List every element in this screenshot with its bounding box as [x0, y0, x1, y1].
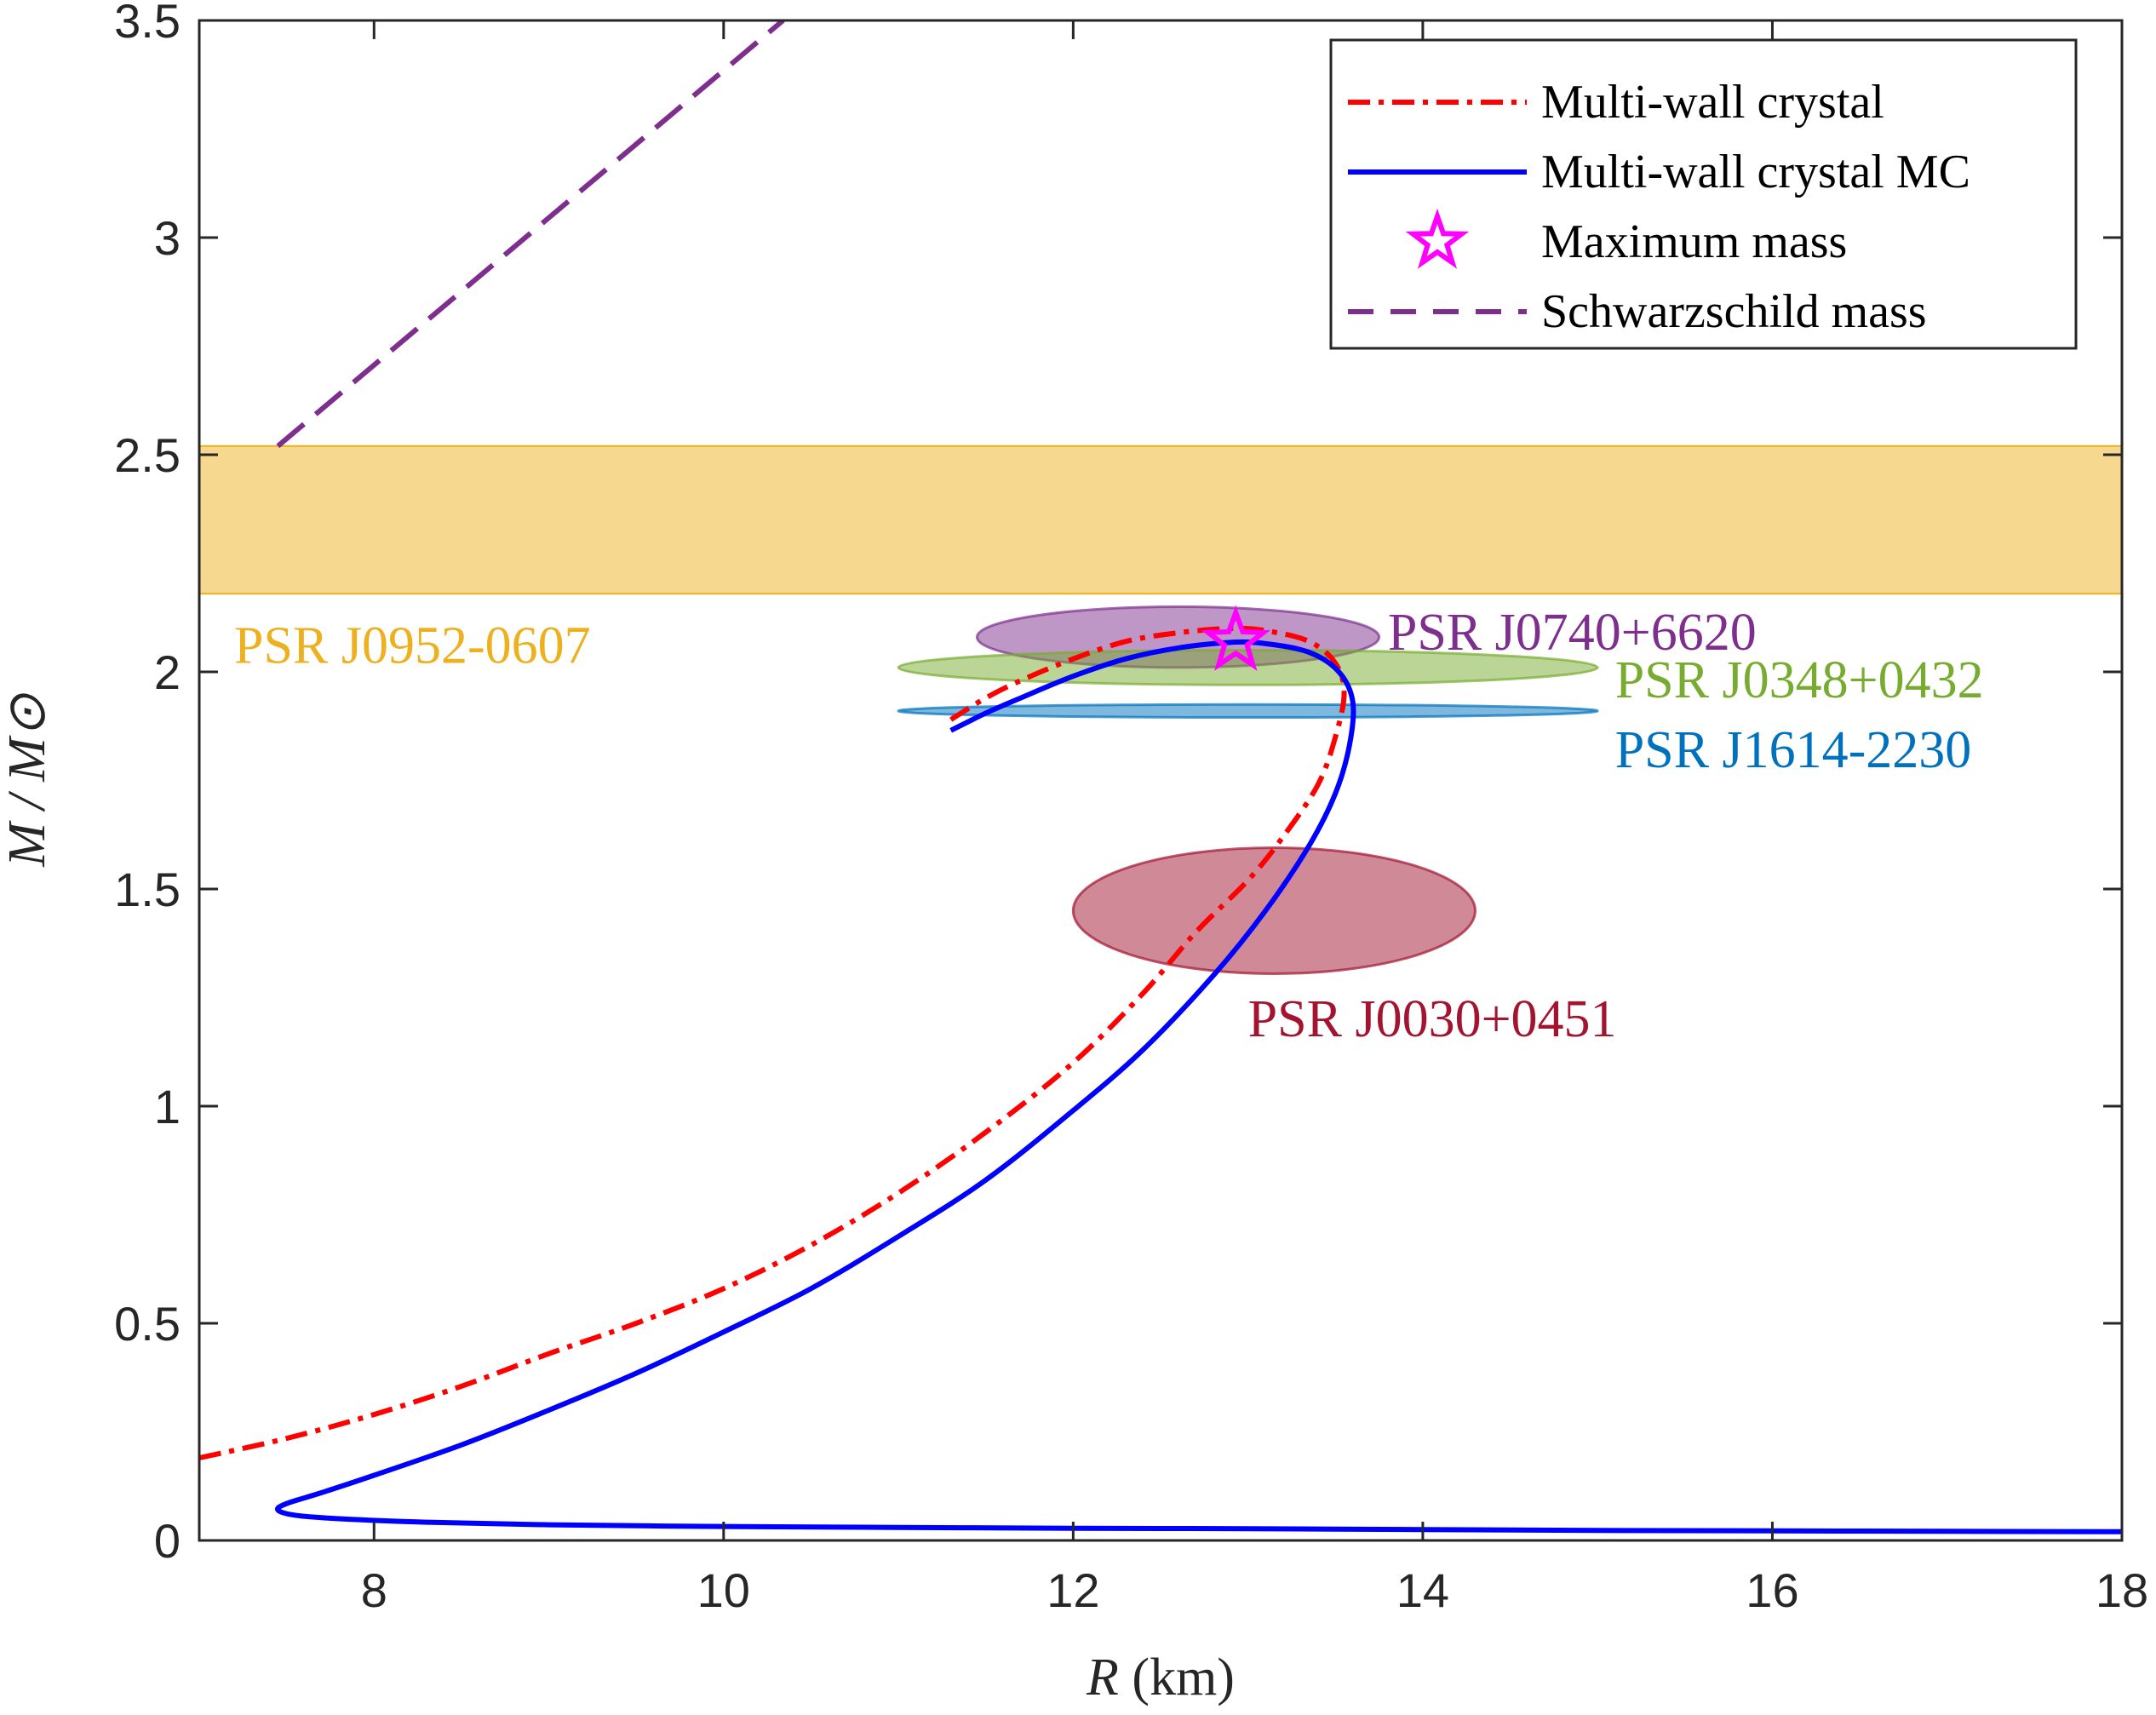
y-tick-label: 3.5	[114, 0, 181, 48]
legend-star-icon	[1405, 208, 1470, 269]
y-tick-label: 3	[154, 211, 181, 265]
y-tick-label: 1	[154, 1080, 181, 1133]
max-mass-star-marker	[1201, 605, 1270, 671]
bands-layer	[199, 445, 2122, 595]
y-tick-label: 2.5	[114, 428, 181, 482]
ellipse-psr-j1614-2230	[897, 703, 1599, 720]
x-tick-label: 16	[1746, 1563, 1798, 1617]
x-tick-label: 14	[1396, 1563, 1449, 1617]
legend-label-schwarzschild-mass: Schwarzschild mass	[1541, 285, 1927, 338]
annotation-psr-j1614-2230: PSR J1614-2230	[1615, 721, 1972, 779]
y-axis: 0 0.5 1 1.5 2 2.5 3 3.5	[114, 0, 2122, 1568]
legend: Multi-wall crystal Multi-wall crystal MC M…	[1329, 38, 2078, 350]
ellipses-layer	[897, 605, 1599, 975]
y-tick-label: 1.5	[114, 863, 181, 916]
x-axis: 8 10 12 14 16 18	[361, 20, 2148, 1617]
x-tick-label: 18	[2096, 1563, 2148, 1617]
annotation-psr-j0348-0432: PSR J0348+0432	[1615, 651, 1984, 709]
annotation-psr-j0740-6620: PSR J0740+6620	[1388, 604, 1757, 662]
series-layer	[199, 20, 2122, 1534]
legend-label-multi-wall-crystal: Multi-wall crystal	[1541, 76, 1884, 129]
x-tick-label: 8	[361, 1563, 387, 1617]
series-schwarzschild-mass	[276, 20, 785, 449]
legend-box	[1329, 38, 2078, 350]
annotation-psr-j0030-0451: PSR J0030+0451	[1248, 990, 1617, 1048]
legend-label-maximum-mass: Maximum mass	[1541, 215, 1847, 268]
series-multi-wall-crystal	[199, 625, 1347, 1461]
y-axis-label: M / M⊙	[0, 692, 56, 868]
plot-frame	[198, 19, 2124, 1542]
x-axis-label-var: R	[1086, 1649, 1119, 1706]
series-multi-wall-crystal-mc	[274, 639, 2122, 1534]
x-tick-label: 10	[697, 1563, 750, 1617]
x-tick-label: 12	[1046, 1563, 1099, 1617]
band-0	[199, 445, 2122, 595]
ellipse-psr-j0030-0451	[1071, 846, 1477, 975]
x-axis-label-unit: (km)	[1119, 1649, 1235, 1706]
markers-layer	[1201, 605, 1270, 671]
y-tick-label: 0	[154, 1514, 181, 1568]
y-tick-label: 2	[154, 645, 181, 699]
annotation-psr-j0952-0607: PSR J0952-0607	[234, 617, 591, 674]
x-axis-label: R (km)	[1086, 1649, 1235, 1706]
y-tick-label: 0.5	[114, 1297, 181, 1351]
legend-label-multi-wall-crystal-mc: Multi-wall crystal MC	[1541, 146, 1970, 198]
